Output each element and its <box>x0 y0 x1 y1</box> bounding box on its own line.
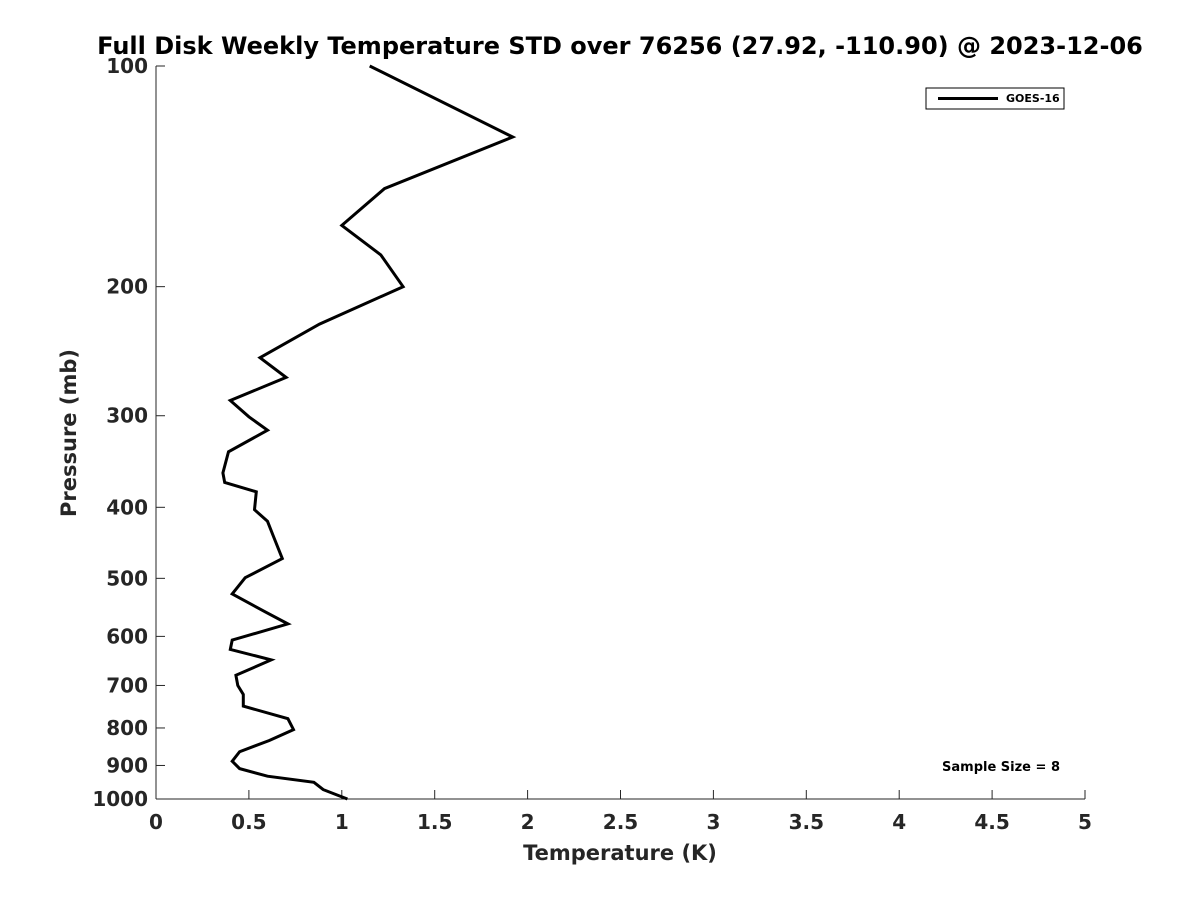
y-axis-ticks: 100 200 300 400 500 600 700 800 900 1000 <box>92 54 165 811</box>
y-tick-label: 800 <box>106 716 148 740</box>
x-tick-label: 0 <box>149 810 163 834</box>
y-tick-label: 1000 <box>92 787 148 811</box>
sample-size-annotation: Sample Size = 8 <box>942 760 1060 775</box>
chart-title: Full Disk Weekly Temperature STD over 76… <box>97 32 1143 60</box>
x-tick-label: 1 <box>335 810 349 834</box>
y-tick-label: 500 <box>106 566 148 590</box>
y-tick-label: 900 <box>106 753 148 777</box>
x-axis-label: Temperature (K) <box>523 841 717 865</box>
y-tick-label: 100 <box>106 54 148 78</box>
series-line-goes-16 <box>221 64 517 801</box>
x-tick-label: 3.5 <box>789 810 824 834</box>
y-tick-label: 400 <box>106 495 148 519</box>
x-tick-label: 2 <box>521 810 535 834</box>
y-axis-label: Pressure (mb) <box>57 349 81 517</box>
x-axis-ticks: 0 0.5 1 1.5 2 2.5 3 3.5 4 4.5 5 <box>149 790 1092 834</box>
y-tick-label: 300 <box>106 404 148 428</box>
y-tick-label: 200 <box>106 275 148 299</box>
x-tick-label: 0.5 <box>231 810 266 834</box>
series-lines <box>221 64 517 801</box>
x-tick-label: 1.5 <box>417 810 452 834</box>
plot-axes <box>155 66 1085 800</box>
x-tick-label: 3 <box>706 810 720 834</box>
y-tick-label: 600 <box>106 624 148 648</box>
legend-label-goes-16: GOES-16 <box>1006 92 1060 105</box>
y-tick-label: 700 <box>106 673 148 697</box>
legend: GOES-16 <box>925 87 1065 110</box>
x-tick-label: 2.5 <box>603 810 638 834</box>
x-tick-label: 4.5 <box>974 810 1009 834</box>
x-tick-label: 5 <box>1078 810 1092 834</box>
x-tick-label: 4 <box>892 810 906 834</box>
